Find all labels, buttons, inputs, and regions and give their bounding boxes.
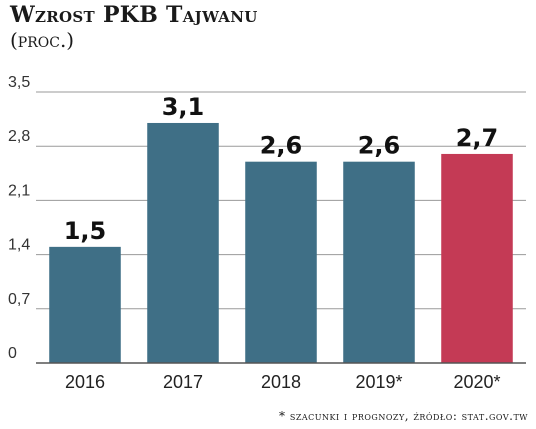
value-label: 2,7 bbox=[456, 124, 499, 152]
y-tick-label: 1,4 bbox=[8, 237, 30, 254]
chart-title: Wzrost PKB Tajwanu bbox=[10, 2, 258, 28]
value-label: 1,5 bbox=[64, 217, 107, 245]
chart-subtitle: (proc.) bbox=[10, 28, 75, 52]
value-labels: 1,5 3,1 2,6 2,6 2,7 bbox=[64, 93, 499, 245]
y-tick-label: 0 bbox=[8, 345, 17, 362]
value-label: 3,1 bbox=[162, 93, 205, 121]
value-label: 2,6 bbox=[358, 132, 401, 160]
x-axis-ticks: 2016 2017 2018 2019* 2020* bbox=[65, 372, 501, 392]
bar bbox=[49, 246, 121, 363]
x-tick-label: 2019* bbox=[355, 372, 402, 392]
y-tick-label: 3,5 bbox=[8, 74, 30, 91]
y-axis-ticks: 0 0,7 1,4 2,1 2,8 3,5 bbox=[8, 74, 30, 362]
x-tick-label: 2018 bbox=[261, 372, 301, 392]
y-tick-label: 0,7 bbox=[8, 291, 30, 308]
bar bbox=[343, 161, 415, 363]
x-tick-label: 2017 bbox=[163, 372, 203, 392]
source-footnote: * szacunki i prognozy, źródło: stat.gov.… bbox=[279, 409, 528, 423]
bar bbox=[245, 161, 317, 363]
x-tick-label: 2020* bbox=[453, 372, 500, 392]
y-tick-label: 2,8 bbox=[8, 128, 30, 145]
bar bbox=[147, 122, 219, 363]
bars bbox=[49, 122, 513, 363]
y-tick-label: 2,1 bbox=[8, 182, 30, 199]
value-label: 2,6 bbox=[260, 132, 303, 160]
x-tick-label: 2016 bbox=[65, 372, 105, 392]
bar bbox=[441, 153, 513, 363]
